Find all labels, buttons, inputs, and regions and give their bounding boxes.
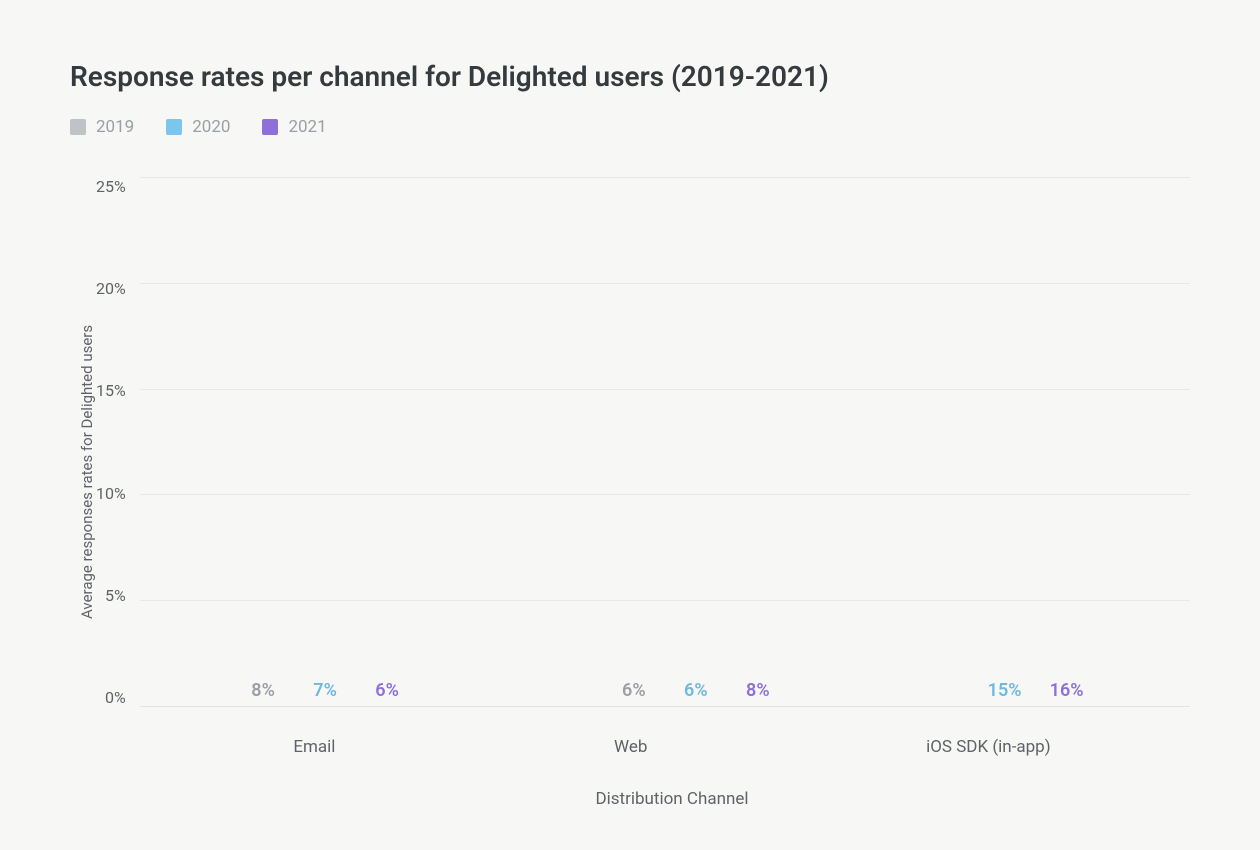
x-axis-labels: Email Web iOS SDK (in-app) xyxy=(154,737,1190,757)
legend-label: 2020 xyxy=(192,117,230,137)
bar-value-label: 15% xyxy=(976,680,1034,701)
legend-swatch xyxy=(70,119,86,135)
legend-swatch xyxy=(166,119,182,135)
plot-area: 8%7%6%6%6%8%15%16% xyxy=(140,177,1190,707)
y-axis-title: Average responses rates for Delighted us… xyxy=(70,177,96,737)
x-axis-title: Distribution Channel xyxy=(154,789,1190,809)
legend-item-2020: 2020 xyxy=(166,117,230,137)
x-tick-label: Web xyxy=(614,737,647,757)
gridline xyxy=(140,600,1190,601)
bar-value-label: 8% xyxy=(729,680,787,701)
gridline xyxy=(140,389,1190,390)
chart: Average responses rates for Delighted us… xyxy=(70,177,1190,737)
bar-value-label: 6% xyxy=(605,680,663,701)
legend-label: 2019 xyxy=(96,117,134,137)
y-axis-ticks: 25% 20% 15% 10% 5% 0% xyxy=(96,177,140,737)
bar-value-label: 7% xyxy=(296,680,354,701)
legend-swatch xyxy=(262,119,278,135)
x-tick-label: iOS SDK (in-app) xyxy=(926,737,1051,757)
legend-item-2021: 2021 xyxy=(262,117,326,137)
bar-value-label: 16% xyxy=(1038,680,1096,701)
legend-item-2019: 2019 xyxy=(70,117,134,137)
x-tick-label: Email xyxy=(293,737,335,757)
gridline xyxy=(140,177,1190,178)
bar-value-label: 6% xyxy=(358,680,416,701)
bar-value-label: 6% xyxy=(667,680,725,701)
gridline xyxy=(140,283,1190,284)
y-tick: 25% xyxy=(96,177,126,196)
y-tick: 5% xyxy=(105,586,126,605)
gridline xyxy=(140,494,1190,495)
y-tick: 20% xyxy=(96,279,126,298)
y-tick: 10% xyxy=(96,484,126,503)
legend: 2019 2020 2021 xyxy=(70,117,1190,137)
chart-title: Response rates per channel for Delighted… xyxy=(70,60,1190,93)
bar-groups: 8%7%6%6%6%8%15%16% xyxy=(140,177,1190,706)
legend-label: 2021 xyxy=(288,117,326,137)
bar-value-label: 8% xyxy=(234,680,292,701)
y-tick: 15% xyxy=(96,381,126,400)
y-tick: 0% xyxy=(105,688,126,707)
